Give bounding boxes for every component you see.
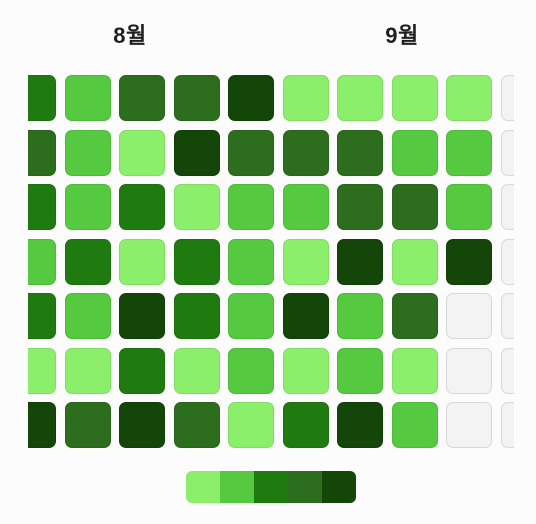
legend-swatch [322, 471, 356, 503]
heatmap-cell[interactable] [64, 184, 111, 230]
heatmap-cell[interactable] [391, 347, 438, 394]
heatmap-cell[interactable] [228, 184, 274, 230]
heatmap-cell[interactable] [337, 184, 383, 230]
heatmap-cell[interactable] [337, 347, 383, 394]
heatmap-cell[interactable] [337, 402, 383, 448]
heatmap-cell[interactable] [64, 293, 111, 339]
heatmap-cell[interactable] [500, 293, 514, 339]
heatmap-cell[interactable] [119, 293, 165, 339]
heatmap-cell[interactable] [28, 347, 56, 394]
heatmap-cell[interactable] [446, 184, 492, 230]
heatmap-cell[interactable] [228, 347, 274, 394]
legend-swatch [220, 471, 254, 503]
heatmap-cell[interactable] [228, 402, 274, 448]
heatmap-cell[interactable] [119, 75, 165, 121]
heatmap-cell[interactable] [228, 238, 274, 285]
heatmap-cell[interactable] [173, 129, 220, 176]
month-label-september: 9월 [385, 23, 419, 48]
heatmap-cell[interactable] [337, 75, 383, 121]
month-label-august: 8월 [113, 23, 147, 48]
heatmap-cell[interactable] [173, 238, 220, 285]
heatmap-cell[interactable] [173, 184, 220, 230]
heatmap-cell[interactable] [446, 293, 492, 339]
heatmap-cell[interactable] [28, 238, 56, 285]
heatmap-cell[interactable] [228, 129, 274, 176]
heatmap-cell[interactable] [28, 184, 56, 230]
heatmap-cell[interactable] [500, 129, 514, 176]
heatmap-cell[interactable] [391, 402, 438, 448]
heatmap-cell[interactable] [500, 402, 514, 448]
heatmap-cell[interactable] [173, 402, 220, 448]
heatmap-cell[interactable] [500, 238, 514, 285]
heatmap-cell[interactable] [391, 75, 438, 121]
heatmap-cell[interactable] [282, 347, 329, 394]
heatmap-cell[interactable] [446, 129, 492, 176]
heatmap-cell[interactable] [28, 75, 56, 121]
color-scale-legend [186, 471, 356, 503]
heatmap-cell[interactable] [173, 347, 220, 394]
heatmap-cell[interactable] [446, 75, 492, 121]
heatmap-cell[interactable] [64, 129, 111, 176]
heatmap-cell[interactable] [173, 75, 220, 121]
heatmap-cell[interactable] [337, 293, 383, 339]
heatmap-cell[interactable] [119, 238, 165, 285]
legend-swatch [186, 471, 220, 503]
heatmap-cell[interactable] [446, 347, 492, 394]
heatmap-cell[interactable] [228, 75, 274, 121]
heatmap-cell[interactable] [64, 238, 111, 285]
heatmap-cell[interactable] [391, 293, 438, 339]
heatmap-cell[interactable] [282, 402, 329, 448]
heatmap-cell[interactable] [391, 129, 438, 176]
heatmap-cell[interactable] [500, 75, 514, 121]
heatmap-cell[interactable] [64, 75, 111, 121]
heatmap-cell[interactable] [64, 347, 111, 394]
heatmap-cell[interactable] [119, 184, 165, 230]
heatmap-viewport[interactable] [28, 75, 514, 455]
legend-swatch [254, 471, 288, 503]
heatmap-cell[interactable] [282, 238, 329, 285]
legend-swatch [288, 471, 322, 503]
heatmap-cell[interactable] [64, 402, 111, 448]
heatmap-cell[interactable] [391, 238, 438, 285]
heatmap-cell[interactable] [337, 129, 383, 176]
heatmap-cell[interactable] [282, 293, 329, 339]
heatmap-cell[interactable] [282, 75, 329, 121]
heatmap-cell[interactable] [500, 184, 514, 230]
heatmap-cell[interactable] [28, 293, 56, 339]
heatmap-cell[interactable] [173, 293, 220, 339]
heatmap-cell[interactable] [446, 402, 492, 448]
heatmap-cell[interactable] [119, 402, 165, 448]
heatmap-cell[interactable] [28, 402, 56, 448]
heatmap-cell[interactable] [119, 347, 165, 394]
heatmap-cell[interactable] [228, 293, 274, 339]
heatmap-cell[interactable] [446, 238, 492, 285]
heatmap-cell[interactable] [391, 184, 438, 230]
heatmap-cell[interactable] [337, 238, 383, 285]
heatmap-cell[interactable] [282, 184, 329, 230]
heatmap-cell[interactable] [500, 347, 514, 394]
heatmap-cell[interactable] [282, 129, 329, 176]
heatmap-cell[interactable] [119, 129, 165, 176]
heatmap-cell[interactable] [28, 129, 56, 176]
